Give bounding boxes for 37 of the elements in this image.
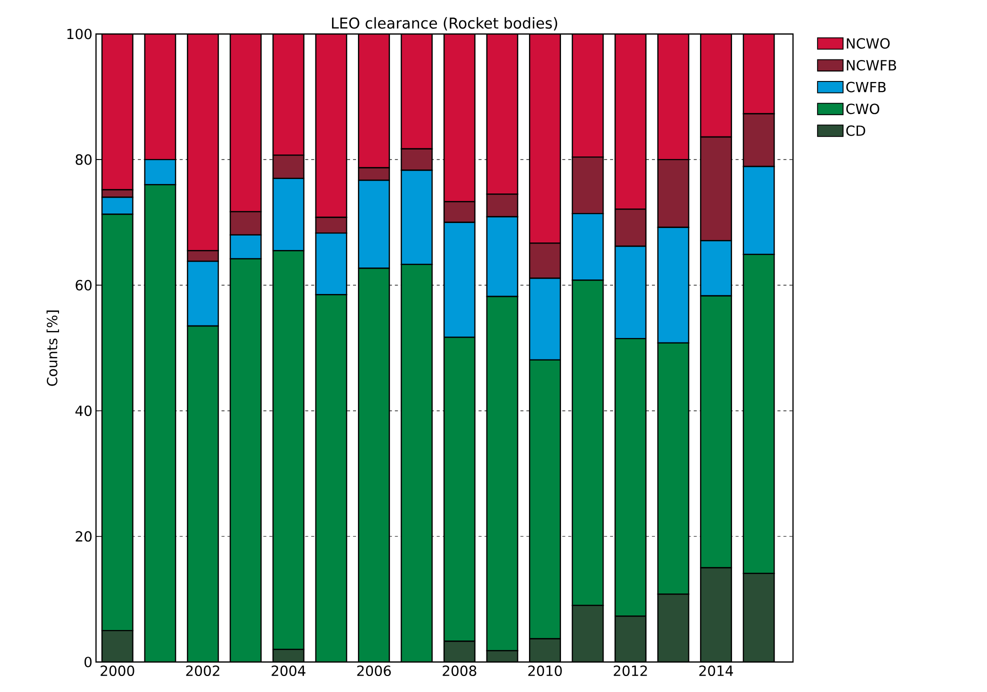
bar bbox=[443, 34, 476, 202]
legend-label: CWFB bbox=[846, 82, 886, 92]
bar bbox=[742, 34, 775, 114]
bar bbox=[486, 34, 518, 195]
bar bbox=[315, 34, 348, 218]
legend-label: NCWFB bbox=[846, 60, 896, 71]
x-tick-label: 2012 bbox=[614, 665, 647, 676]
bar bbox=[230, 34, 262, 212]
bar bbox=[272, 34, 304, 156]
bar bbox=[529, 34, 561, 244]
x-tick-label: 2006 bbox=[357, 665, 391, 676]
y-tick-label: 0 bbox=[84, 656, 92, 668]
bar bbox=[572, 34, 604, 158]
bar bbox=[700, 34, 732, 138]
y-tick-label: 60 bbox=[76, 280, 92, 290]
x-tick-label: 2000 bbox=[100, 665, 134, 676]
bar bbox=[144, 34, 176, 160]
x-tick-label: 2004 bbox=[272, 665, 306, 676]
bar bbox=[400, 34, 433, 150]
legend-label: CWO bbox=[846, 104, 880, 114]
bar bbox=[358, 34, 390, 168]
bar bbox=[657, 34, 690, 160]
x-tick-label: 2010 bbox=[528, 665, 562, 676]
y-axis-title: Counts [%] bbox=[46, 310, 60, 386]
bar bbox=[101, 34, 134, 190]
x-tick-label: 2008 bbox=[442, 665, 476, 676]
bar bbox=[186, 34, 219, 252]
chart-title: LEO clearance (Rocket bodies) bbox=[332, 17, 558, 30]
x-tick-label: 2014 bbox=[699, 665, 733, 676]
bar bbox=[614, 34, 647, 210]
y-tick-label: 40 bbox=[75, 406, 92, 416]
legend-label: CD bbox=[846, 125, 866, 136]
y-tick-label: 20 bbox=[76, 531, 92, 542]
x-tick-label: 2002 bbox=[186, 665, 220, 676]
y-tick-label: 100 bbox=[67, 28, 92, 40]
y-tick-label: 80 bbox=[76, 154, 92, 165]
legend-label: NCWO bbox=[846, 38, 890, 49]
